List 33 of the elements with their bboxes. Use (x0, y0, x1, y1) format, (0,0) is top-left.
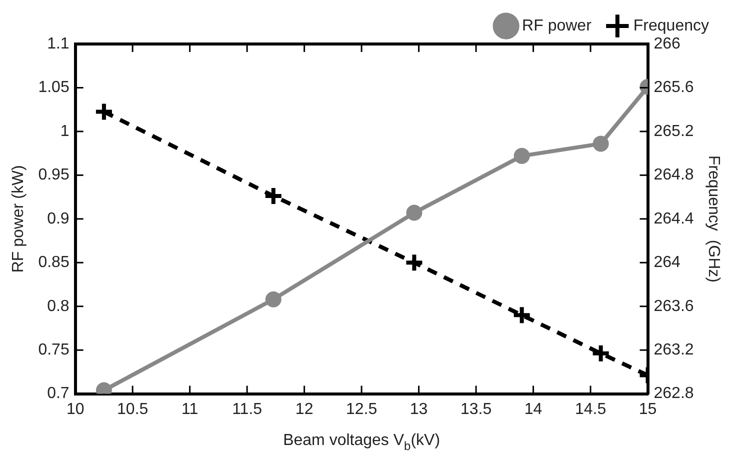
y2-axis-title: Frequency (GHz) (704, 155, 722, 282)
x-tick-label: 13 (410, 400, 428, 418)
x-tick-label: 12 (295, 400, 314, 418)
y2-tick-label: 265.2 (654, 122, 694, 140)
y2-tick-label: 266 (654, 35, 681, 52)
x-tick-label: 14.5 (574, 400, 606, 418)
y2-tick-label: 264.8 (654, 166, 694, 184)
x-tick-label: 11 (182, 400, 198, 418)
y2-tick-label: 263.6 (654, 298, 694, 315)
y-tick-label: 1 (60, 122, 70, 140)
y-tick-label: 0.85 (38, 254, 70, 272)
x-tick-label: 12.5 (346, 400, 378, 418)
x-tick-label: 15 (638, 400, 657, 418)
y-tick-label: 0.95 (38, 166, 70, 184)
x-tick-label: 14 (524, 400, 542, 418)
legend-label: Frequency (633, 17, 709, 34)
y-axis-title: RF power (kW) (10, 165, 28, 273)
y2-tick-label: 263.2 (654, 341, 694, 358)
x-tick-label: 10 (66, 400, 84, 418)
y-tick-label: 1.1 (47, 35, 70, 52)
y-tick-label: 0.7 (47, 385, 70, 402)
x-tick-label: 13.5 (460, 400, 492, 418)
x-tick-label: 11.5 (232, 400, 262, 418)
y-tick-label: 0.8 (47, 298, 70, 315)
y2-tick-label: 265.6 (654, 79, 694, 96)
x-tick-label: 10.5 (117, 400, 148, 418)
y2-tick-label: 262.8 (654, 385, 694, 402)
y-tick-label: 0.9 (47, 210, 70, 228)
y-tick-label: 1.05 (38, 79, 70, 96)
y-tick-label: 0.75 (38, 341, 70, 358)
y2-tick-label: 264.4 (654, 210, 694, 228)
y2-tick-label: 264 (654, 254, 681, 272)
legend-label: RF power (522, 17, 592, 34)
